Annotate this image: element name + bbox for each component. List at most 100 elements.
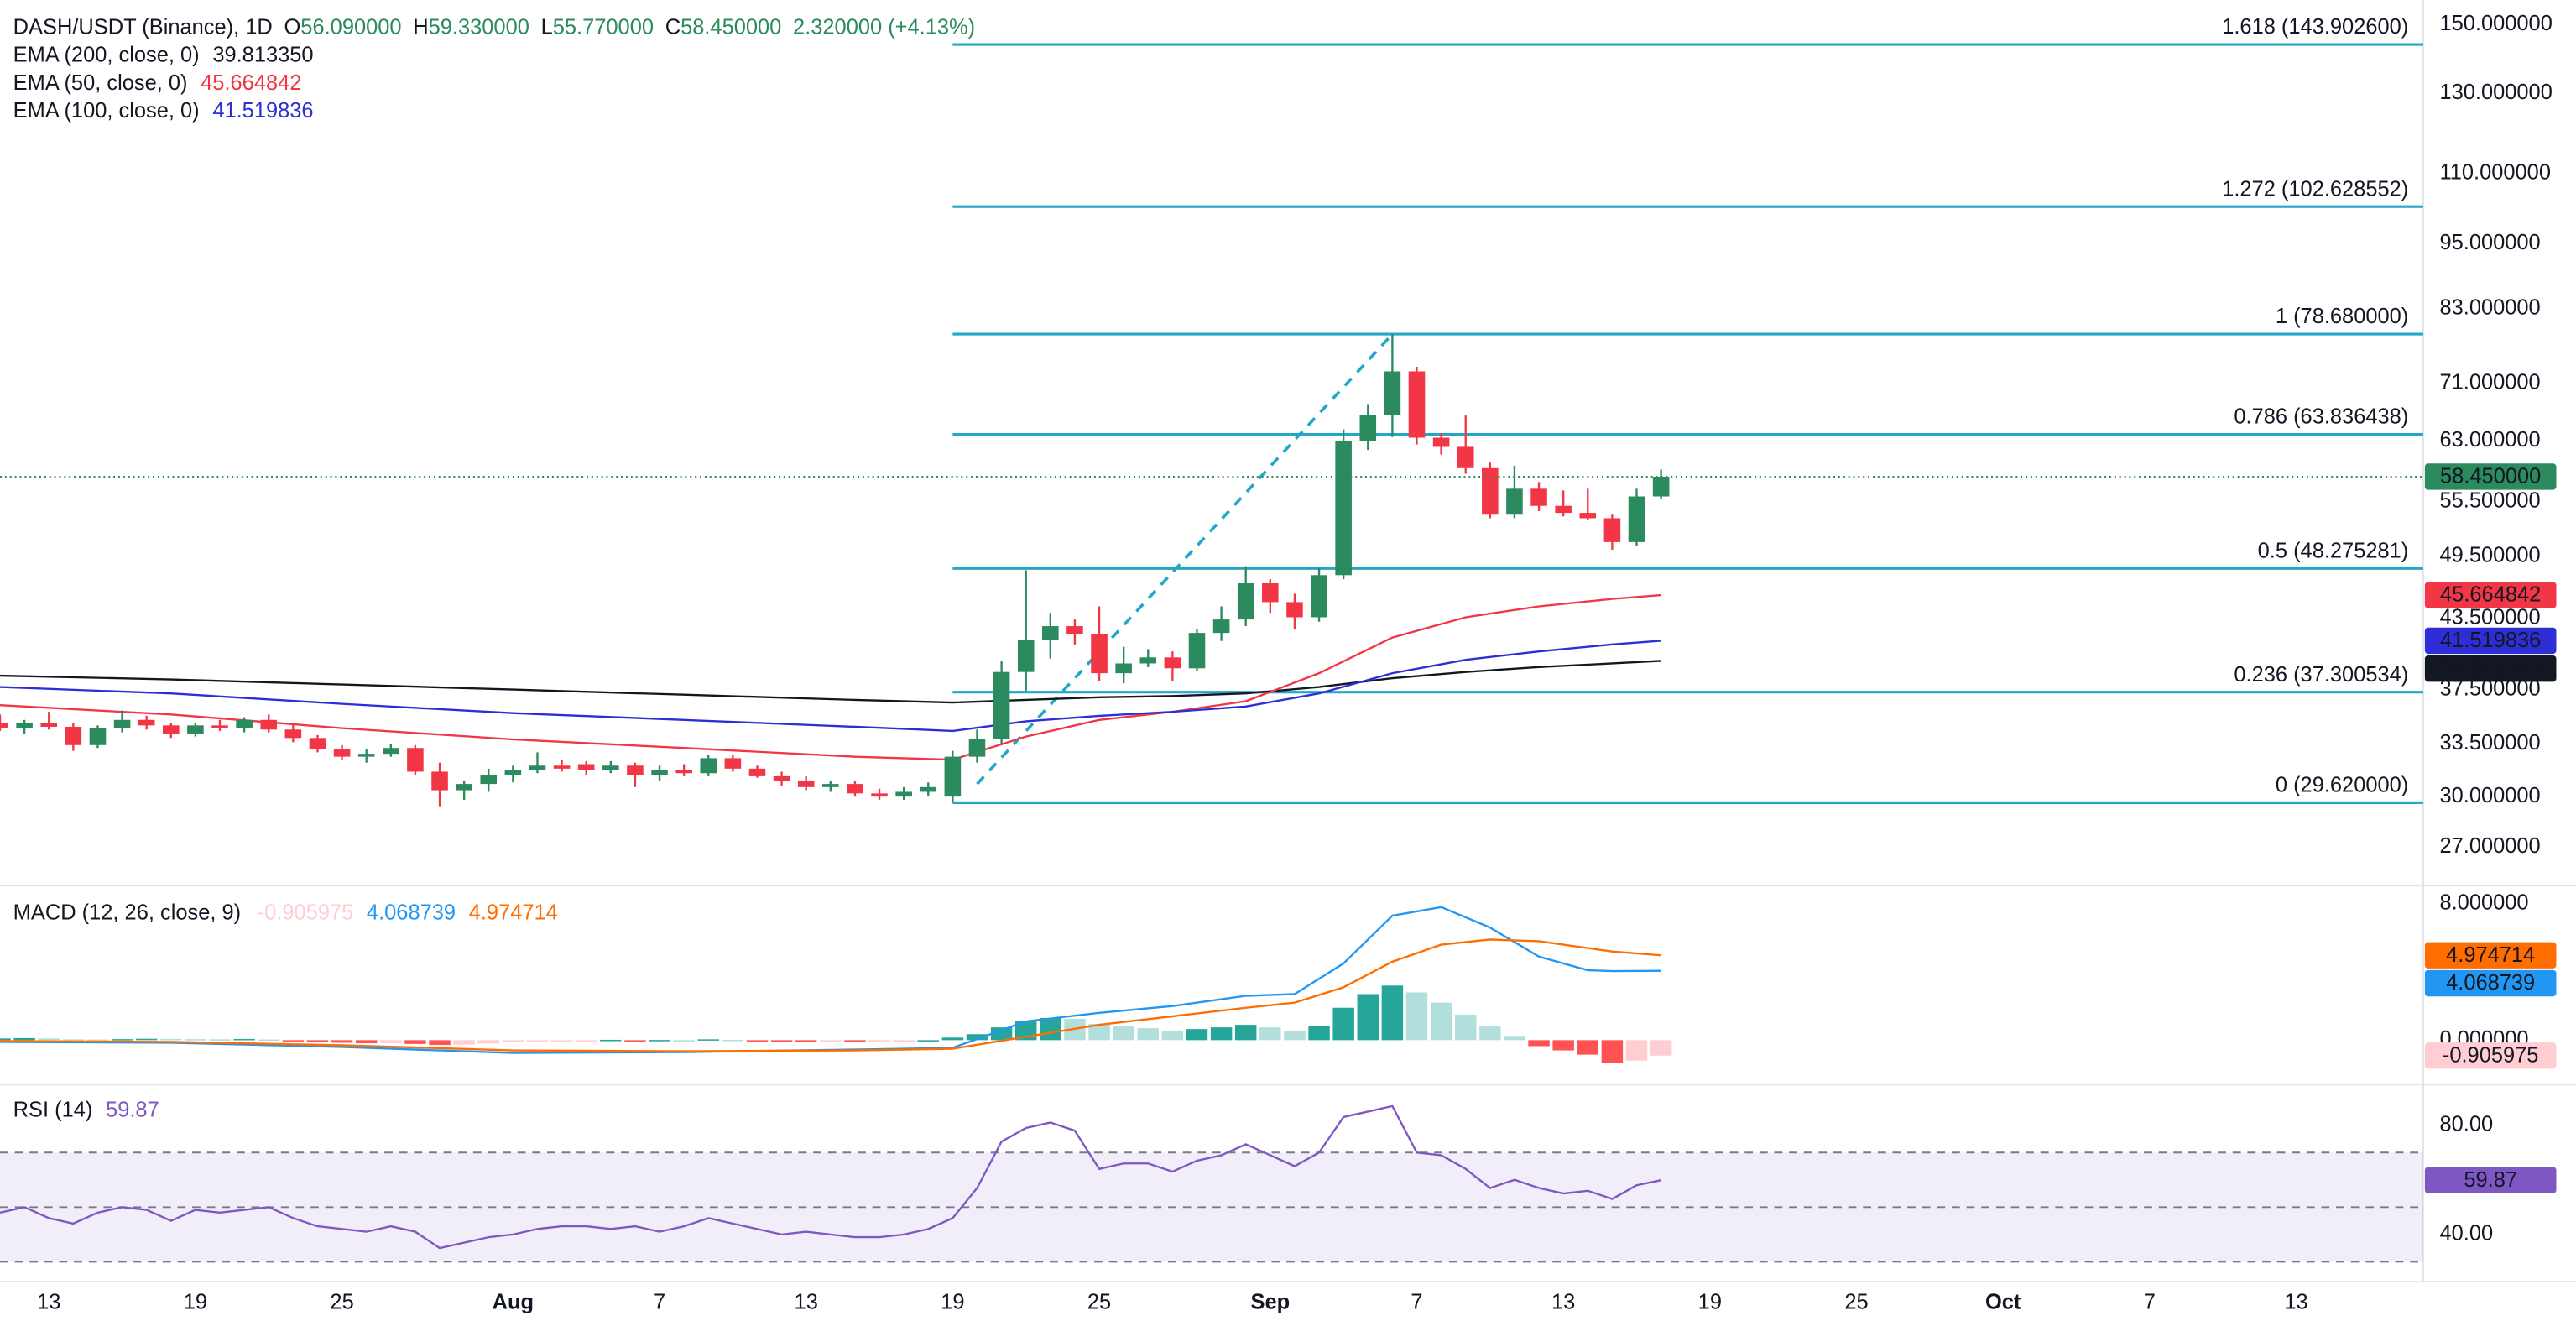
y-tick-label: 80.00 <box>2439 1112 2493 1136</box>
fib-label: 1.618 (143.902600) <box>2222 15 2408 39</box>
histogram-bar <box>135 1038 158 1041</box>
candle-body <box>1457 446 1474 468</box>
histogram-bar <box>820 1040 842 1042</box>
histogram-bar <box>160 1038 182 1041</box>
ema-line <box>0 660 1661 704</box>
y-tick-label: 8.000000 <box>2439 890 2528 914</box>
price-box <box>2424 627 2557 655</box>
histogram-bar <box>233 1038 255 1041</box>
histogram-bar <box>649 1040 670 1042</box>
histogram-bar <box>526 1040 549 1042</box>
candle-body <box>236 719 253 728</box>
candle-body <box>1091 634 1108 674</box>
histogram-bar <box>1650 1040 1672 1056</box>
histogram-bar <box>966 1034 988 1041</box>
x-tick-label: 25 <box>1087 1290 1111 1313</box>
candle-body <box>1311 575 1327 618</box>
candle-body <box>553 765 571 769</box>
y-tick-label: 130.000000 <box>2439 81 2552 104</box>
x-tick-label: 25 <box>1844 1290 1868 1313</box>
candle-body <box>1530 488 1547 506</box>
histogram-bar <box>1186 1029 1208 1041</box>
price-box <box>2424 463 2557 490</box>
histogram-bar <box>258 1039 279 1042</box>
y-tick-label: 95.000000 <box>2439 231 2540 254</box>
histogram-bar <box>795 1040 817 1042</box>
candle-body <box>602 765 619 770</box>
candle-body <box>113 719 131 728</box>
price-box <box>2424 1042 2557 1069</box>
legend-item: EMA (100, close, 0) <box>13 99 200 123</box>
candle-body <box>1139 657 1157 664</box>
legend-item: MACD (12, 26, close, 9) <box>13 901 241 924</box>
candle-body <box>1115 663 1132 674</box>
legend-item: 4.974714 <box>469 901 558 924</box>
histogram-bar <box>600 1039 622 1042</box>
histogram-bar <box>86 1039 109 1042</box>
histogram-bar <box>917 1040 939 1042</box>
candle-body <box>748 768 766 776</box>
x-tick-label: 19 <box>1698 1290 1722 1313</box>
legend-item: C <box>665 15 681 39</box>
histogram-bar <box>1601 1040 1624 1063</box>
legend-item: -0.905975 <box>258 901 354 924</box>
histogram-bar <box>1308 1026 1330 1041</box>
histogram-bar <box>1528 1040 1550 1047</box>
y-tick-label: 27.000000 <box>2439 834 2540 858</box>
y-tick-label: 55.500000 <box>2439 488 2540 512</box>
histogram-bar <box>990 1027 1013 1041</box>
candle-body <box>1652 476 1670 497</box>
ema-line <box>0 593 1661 761</box>
histogram-bar <box>1210 1027 1233 1041</box>
x-tick-label: Oct <box>1985 1290 2021 1313</box>
histogram-bar <box>1577 1040 1599 1055</box>
candle-body <box>456 784 472 791</box>
histogram-bar <box>1137 1028 1159 1041</box>
price-box <box>2424 969 2557 997</box>
histogram-bar <box>673 1040 695 1042</box>
candle-body <box>627 765 644 775</box>
histogram-bar <box>62 1039 85 1041</box>
candle-body <box>16 723 33 728</box>
histogram-bar <box>575 1040 597 1042</box>
histogram-bar <box>13 1037 35 1041</box>
fib-label: 0.236 (37.300534) <box>2234 663 2408 687</box>
candle-body <box>211 725 228 728</box>
y-tick-label: 71.000000 <box>2439 371 2540 394</box>
candle-body <box>1286 602 1303 618</box>
fib-label: 0.5 (48.275281) <box>2258 539 2409 562</box>
candle-body <box>284 729 302 739</box>
histogram-bar <box>868 1040 890 1042</box>
x-tick-label: 13 <box>1551 1290 1575 1313</box>
candle-body <box>1506 488 1523 515</box>
histogram-bar <box>1088 1024 1110 1041</box>
histogram-bar <box>355 1040 378 1044</box>
candle-body <box>1237 582 1254 620</box>
histogram-bar <box>209 1039 231 1041</box>
x-tick-label: Sep <box>1250 1290 1290 1313</box>
histogram-bar <box>404 1040 426 1044</box>
histogram-bar <box>38 1038 60 1041</box>
x-tick-label: 13 <box>37 1290 60 1313</box>
price-box-label: 45.664842 <box>2440 583 2541 607</box>
price-box <box>2424 582 2557 608</box>
candle-body <box>333 749 351 757</box>
candle-body <box>1017 640 1035 672</box>
x-tick-label: 7 <box>2144 1290 2156 1313</box>
histogram-bar <box>111 1039 133 1041</box>
histogram-bar <box>1332 1007 1354 1041</box>
candle-body <box>163 725 180 734</box>
legend-row: RSI (14) 59.87 <box>13 1098 159 1121</box>
candle-body <box>847 784 863 794</box>
candle-body <box>1188 633 1206 669</box>
legend-item: H <box>413 15 428 39</box>
price-box-label: 58.450000 <box>2440 465 2541 488</box>
histogram-bar <box>380 1040 402 1043</box>
candle-body <box>1164 657 1181 669</box>
histogram-bar <box>1454 1014 1477 1041</box>
candle-body <box>1603 518 1621 542</box>
candle-body <box>724 758 742 769</box>
candle-body <box>357 754 375 757</box>
